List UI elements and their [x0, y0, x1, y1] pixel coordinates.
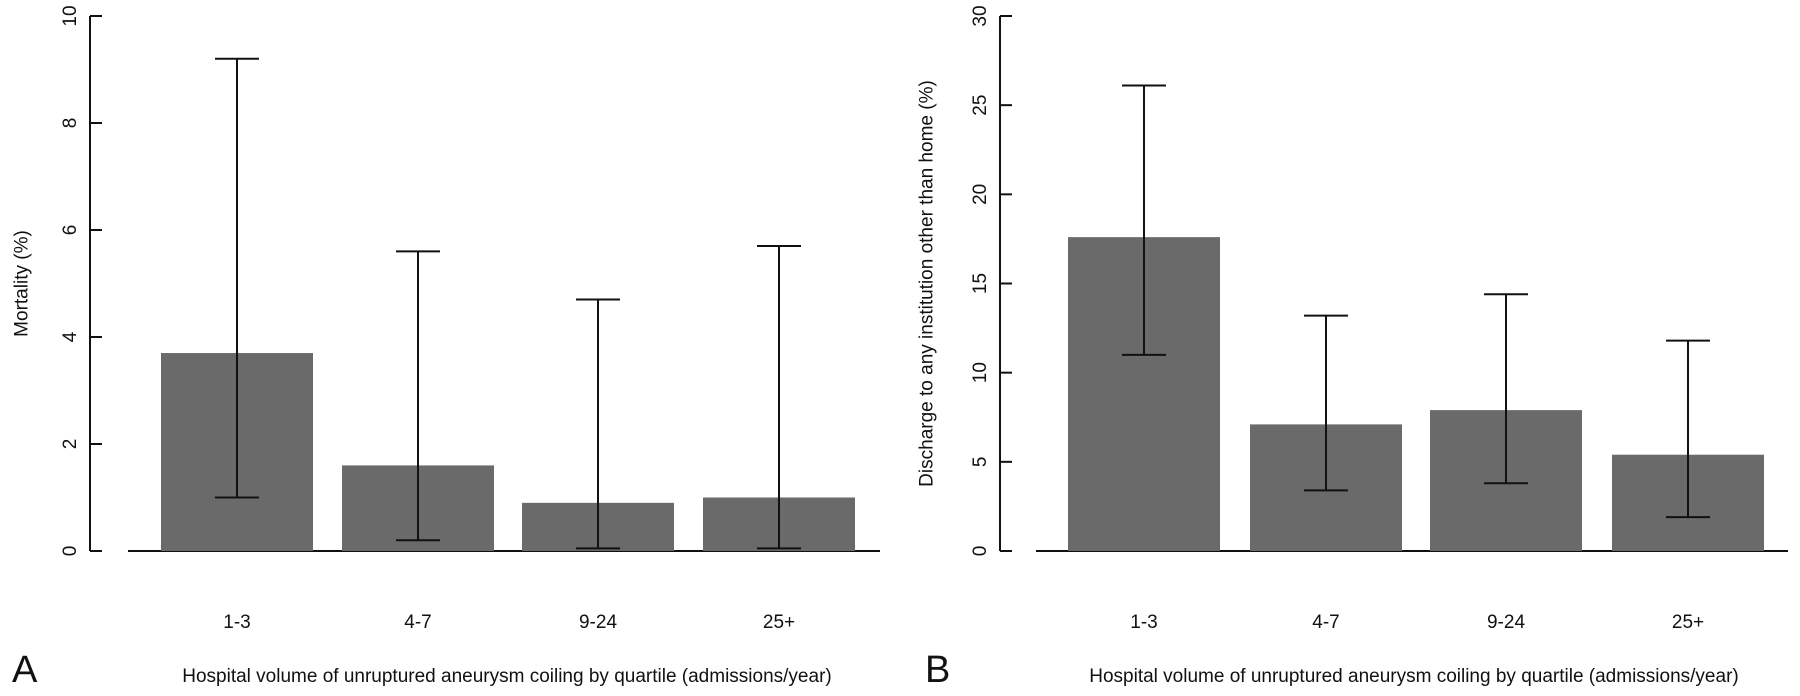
y-tick-label-b: 10	[970, 362, 991, 383]
y-tick-label-b: 5	[970, 457, 991, 468]
x-tick-label-b: 4-7	[1312, 612, 1339, 633]
x-tick-label-b: 1-3	[1130, 612, 1157, 633]
x-axis-title-b: Hospital volume of unruptured aneurysm c…	[1089, 666, 1738, 687]
x-axis-title-a: Hospital volume of unruptured aneurysm c…	[182, 666, 831, 687]
panel-a: A 0 2 4 6 8 10 Mortality (%) 1-3 4-7 9-24 25+ Hospi…	[12, 5, 880, 691]
y-axis-title-b: Discharge to any institution other than …	[917, 80, 938, 487]
y-tick-label-b: 25	[970, 95, 991, 116]
x-tick-label-b: 25+	[1672, 612, 1704, 633]
x-tick-label-a: 25+	[763, 612, 795, 633]
y-tick-label-b: 15	[970, 273, 991, 294]
x-tick-label-a: 9-24	[579, 612, 617, 633]
y-axis-title-a: Mortality (%)	[12, 230, 33, 337]
y-tick-label-a: 2	[60, 439, 81, 450]
x-tick-label-a: 4-7	[404, 612, 431, 633]
x-tick-label-b: 9-24	[1487, 612, 1525, 633]
panel-letter-a: A	[12, 649, 38, 691]
y-tick-label-a: 0	[60, 546, 81, 557]
x-tick-label-a: 1-3	[223, 612, 250, 633]
y-tick-label-a: 4	[60, 331, 81, 342]
y-tick-label-a: 8	[60, 118, 81, 129]
y-tick-label-b: 20	[970, 184, 991, 205]
y-tick-label-b: 30	[970, 5, 991, 26]
panel-letter-b: B	[925, 649, 950, 691]
y-tick-label-a: 10	[60, 5, 81, 26]
panel-b: B 0 5 10 15 20 25 30 Discharge to any instituti…	[917, 5, 1788, 691]
y-tick-label-b: 0	[970, 546, 991, 557]
y-tick-label-a: 6	[60, 225, 81, 236]
